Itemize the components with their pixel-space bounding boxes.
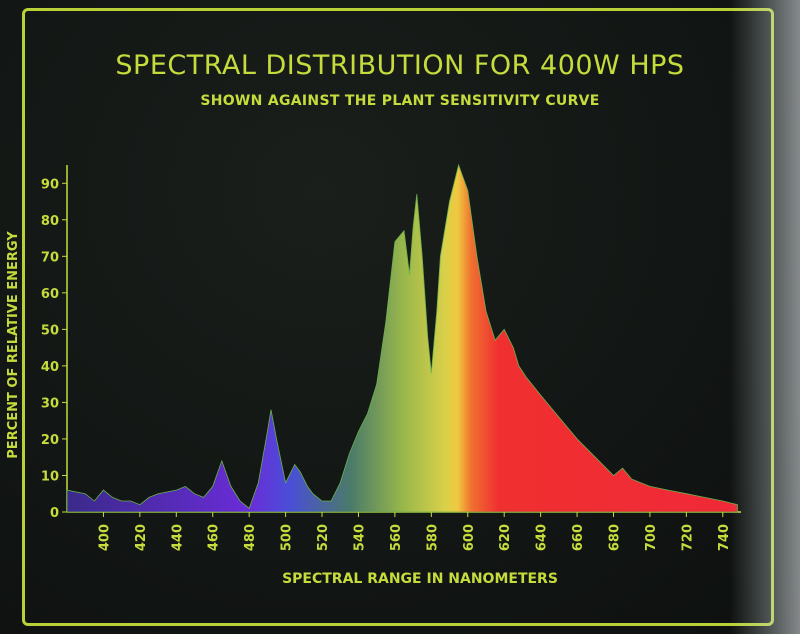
- x-tick-label: 540: [352, 524, 367, 551]
- x-tick-label: 420: [134, 524, 149, 551]
- x-tick-label: 680: [607, 524, 622, 551]
- x-axis-label: SPECTRAL RANGE IN NANOMETERS: [282, 571, 558, 587]
- x-tick-label: 500: [280, 524, 295, 551]
- y-tick-label: 50: [41, 323, 59, 338]
- x-tick-label: 700: [644, 524, 659, 551]
- y-tick-label: 0: [50, 506, 59, 521]
- y-tick-label: 70: [41, 250, 59, 265]
- y-tick-label: 10: [41, 469, 59, 484]
- spectrum-area: [66, 163, 738, 513]
- x-tick-label: 400: [97, 524, 112, 551]
- y-tick-label: 30: [41, 396, 59, 411]
- y-tick-label: 40: [41, 360, 59, 375]
- x-tick-label: 660: [571, 524, 586, 551]
- photo-glare: [730, 0, 800, 634]
- y-tick-label: 60: [41, 287, 59, 302]
- x-tick-label: 480: [243, 524, 258, 551]
- x-tick-label: 720: [680, 524, 695, 551]
- x-tick-label: 640: [535, 524, 550, 551]
- x-tick-label: 580: [425, 524, 440, 551]
- x-tick-label: 600: [462, 524, 477, 551]
- x-tick-label: 740: [717, 524, 732, 551]
- chart-subtitle: SHOWN AGAINST THE PLANT SENSITIVITY CURV…: [200, 93, 600, 109]
- y-tick-label: 80: [41, 214, 59, 229]
- x-tick-label: 440: [170, 524, 185, 551]
- y-tick-label: 20: [41, 433, 59, 448]
- x-tick-label: 460: [207, 524, 222, 551]
- chart-title: SPECTRAL DISTRIBUTION FOR 400W HPS: [115, 50, 685, 81]
- x-tick-label: 560: [389, 524, 404, 551]
- x-tick-label: 620: [498, 524, 513, 551]
- x-tick-label: 520: [316, 524, 331, 551]
- y-tick-label: 90: [41, 177, 59, 192]
